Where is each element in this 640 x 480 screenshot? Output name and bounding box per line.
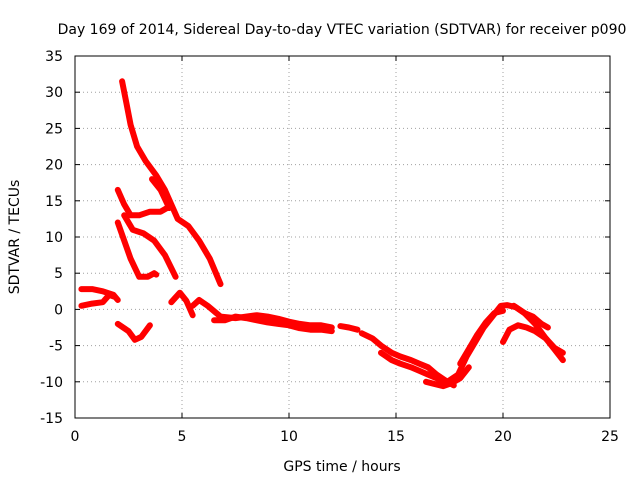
y-tick-label: 5: [54, 266, 63, 282]
series-arc-14: [378, 349, 447, 385]
series-arc-5: [149, 176, 173, 211]
x-tick-label: 25: [601, 429, 619, 445]
y-tick-label: 20: [45, 158, 63, 174]
y-tick-label: 15: [45, 194, 63, 210]
series-arc-7: [78, 291, 117, 309]
chart-title: Day 169 of 2014, Sidereal Day-to-day VTE…: [58, 22, 627, 38]
series-arc-16: [457, 307, 506, 367]
series-arc-12: [337, 323, 361, 333]
x-tick-label: 5: [178, 429, 187, 445]
series-arc-3: [121, 212, 179, 280]
series-arc-19: [423, 364, 472, 390]
series-arc-1: [119, 78, 224, 288]
x-tick-label: 20: [494, 429, 512, 445]
y-tick-label: 25: [45, 121, 63, 137]
series-arc-4: [114, 219, 160, 280]
y-tick-label: 0: [54, 302, 63, 318]
y-axis-label: SDTVAR / TECUs: [7, 180, 23, 295]
data-series: [78, 78, 566, 390]
series-arc-18: [510, 302, 566, 356]
y-tick-label: 30: [45, 85, 63, 101]
x-tick-label: 15: [387, 429, 405, 445]
y-tick-label: -15: [40, 411, 63, 427]
series-arc-17: [500, 322, 566, 364]
series-arc-8: [114, 320, 153, 343]
x-tick-label: 10: [280, 429, 298, 445]
y-tick-label: 35: [45, 49, 63, 65]
x-axis-label: GPS time / hours: [283, 459, 400, 475]
y-tick-label: -10: [40, 375, 63, 391]
axis-ticks: 0 5 10 15 20 25 -15 -10 -5 0 5 10 15 20 25 30 35: [40, 49, 619, 445]
series-arc-2: [114, 186, 170, 219]
series-arc-10: [189, 297, 335, 331]
y-tick-label: 10: [45, 230, 63, 246]
y-tick-label: -5: [49, 339, 63, 355]
x-tick-label: 0: [71, 429, 80, 445]
series-arc-9: [168, 289, 196, 319]
series-arc-11: [211, 313, 335, 335]
grid: [75, 56, 610, 418]
